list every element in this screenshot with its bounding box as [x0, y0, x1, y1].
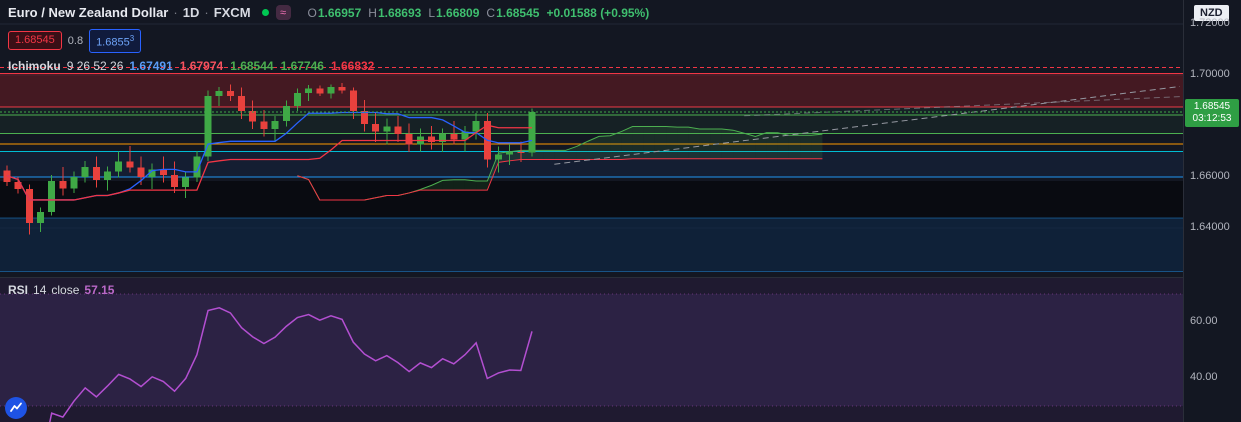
buy-price-tag[interactable]: 1.68553	[89, 29, 142, 53]
rsi-axis-label: 60.00	[1190, 314, 1218, 327]
ichimoku-title: Ichimoku	[8, 59, 61, 73]
price-axis-label: 1.66000	[1190, 170, 1230, 182]
price-axis[interactable]: NZD 1.68545 03:12:53 1.72000 1.70000 1.660…	[1183, 0, 1241, 422]
rsi-length: 14	[33, 283, 47, 297]
separator: ·	[204, 5, 209, 20]
close-value: 1.68545	[496, 5, 540, 20]
open-label: O	[307, 5, 317, 20]
tradingview-logo-icon[interactable]	[5, 397, 27, 419]
ichimoku-value: 1.67491	[129, 59, 173, 73]
ichimoku-value: 1.67974	[179, 59, 224, 73]
price-tags-row: 1.68545 0.8 1.68553	[8, 29, 142, 53]
sell-price-tag[interactable]: 1.68545	[8, 31, 62, 51]
rsi-value: 57.15	[84, 283, 115, 297]
current-price-badge[interactable]: 1.68545 03:12:53	[1185, 99, 1239, 128]
close-label: C	[486, 5, 496, 20]
price-axis-label: 1.64000	[1190, 221, 1230, 233]
main-chart-canvas[interactable]	[0, 0, 1183, 278]
high-value: 1.68693	[377, 5, 422, 20]
timeframe[interactable]: 1D	[182, 5, 200, 20]
rsi-pane-canvas[interactable]	[0, 278, 1183, 422]
price-axis-label: 1.70000	[1190, 67, 1230, 80]
current-price-value: 1.68545	[1193, 101, 1231, 113]
low-label: L	[428, 5, 436, 20]
rsi-axis-label: 40.00	[1190, 371, 1218, 384]
price-axis-label: 1.72000	[1190, 16, 1230, 29]
countdown-timer: 03:12:53	[1192, 113, 1232, 125]
chart-legend: Euro / New Zealand Dollar · 1D · FXCM ≈ …	[8, 5, 649, 20]
exchange[interactable]: FXCM	[213, 5, 251, 20]
low-value: 1.66809	[436, 5, 480, 20]
spread-value: 0.8	[67, 34, 84, 47]
symbol-name[interactable]: Euro / New Zealand Dollar	[8, 5, 169, 20]
change-value: +0.01588 (+0.95%)	[546, 5, 650, 20]
open-value: 1.66957	[317, 5, 362, 20]
ichimoku-header[interactable]: Ichimoku 9 26 52 26 1.67491 1.67974 1.6854…	[8, 57, 381, 75]
buy-price-sup: 3	[129, 34, 135, 43]
delayed-data-icon[interactable]: ≈	[275, 5, 291, 20]
ichimoku-params: 9 26 52 26	[66, 59, 124, 73]
market-status-icon[interactable]	[261, 9, 269, 16]
ichimoku-value: 1.66832	[330, 59, 375, 73]
high-label: H	[368, 5, 377, 20]
buy-price-main: 1.6855	[96, 36, 130, 49]
rsi-header[interactable]: RSI 14 close 57.15	[8, 283, 114, 297]
logo-glyph	[10, 402, 22, 412]
pane-divider[interactable]	[0, 277, 1183, 278]
currency-label[interactable]: NZD	[1194, 5, 1229, 21]
ichimoku-value: 1.68544	[230, 59, 274, 73]
ohlc-readout: O 1.66957 H 1.68693 L 1.66809 C 1.68545 +0.0…	[308, 6, 650, 20]
separator: ·	[173, 5, 178, 20]
rsi-title: RSI	[8, 283, 29, 297]
rsi-source: close	[51, 283, 80, 297]
ichimoku-value: 1.67746	[280, 59, 324, 73]
ichimoku-values: 1.67491 1.67974 1.68544 1.67746 1.66832	[129, 57, 381, 75]
